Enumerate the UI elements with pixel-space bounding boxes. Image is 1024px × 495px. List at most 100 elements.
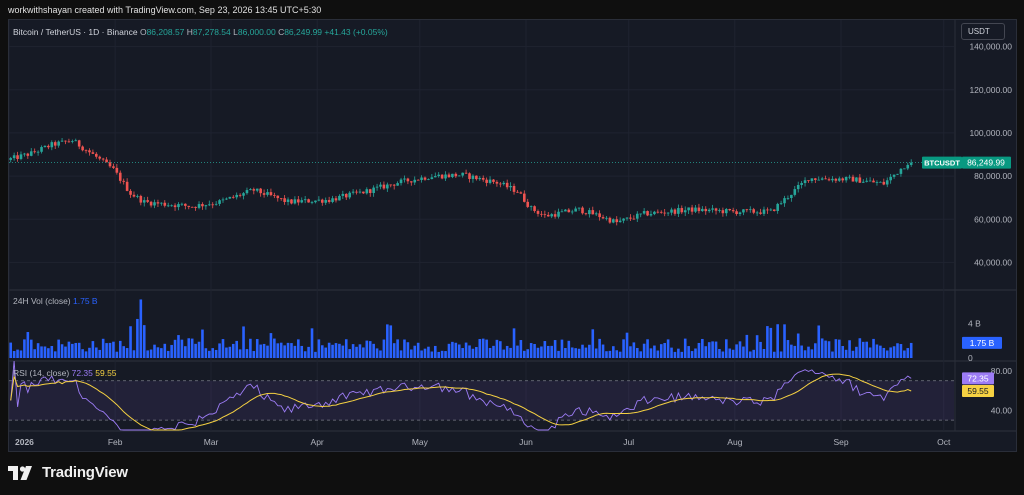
volume-bar [447,343,451,358]
volume-bar [300,345,304,358]
candle-body [858,177,862,183]
volume-bar [129,326,132,358]
candle-body [136,195,139,197]
candle-body [793,189,797,195]
tradingview-logo[interactable]: TradingView [8,464,128,481]
candle-body [687,207,690,211]
candle-body [139,195,143,203]
volume-bar [338,343,341,358]
volume-bar [851,350,855,358]
candle-body [118,172,122,181]
candle-body [12,155,16,159]
volume-bar [67,341,71,358]
candle-body [36,151,40,153]
chart-container[interactable]: 2026 Feb Mar Apr May Jun Jul Aug Sep Oct 140,000.0… [8,19,1017,452]
candle-body [776,203,779,211]
candle-body [814,178,817,180]
volume-bar [677,348,680,358]
price-axis-label: 40,000.00 [974,257,1012,267]
candle-body [331,198,334,202]
volume-bar [231,343,235,358]
candle-body [909,162,913,165]
candle-body [701,208,704,212]
volume-bar [324,347,328,358]
volume-bar [310,328,314,358]
candle-body [457,175,461,177]
volume-bar [184,346,187,358]
currency-button[interactable]: USDT [961,23,1005,40]
candle-body [149,201,153,206]
volume-bar [190,338,194,358]
volume-bar [550,345,553,358]
volume-bar [622,339,625,358]
volume-bar [666,339,670,358]
volume-bar [742,346,745,358]
candle-body [310,202,314,203]
volume-bar [882,347,886,358]
volume-bar [358,344,362,358]
candle-body [499,183,502,185]
close-value: 86,249.99 [284,27,323,37]
candle-body [841,178,845,181]
candle-body [67,141,71,143]
volume-bar [516,345,519,358]
candle-body [221,199,225,201]
volume-bar [646,339,649,358]
candle-body [197,204,201,208]
candle-body [88,150,91,153]
candle-body [399,179,403,184]
volume-bar [112,341,115,358]
candle-body [656,211,660,213]
volume-bar [522,350,526,358]
volume-bar [865,341,868,358]
volume-bar [495,339,499,358]
volume-bar [793,345,797,358]
volume-bar [635,347,639,358]
volume-bar [546,345,550,358]
volume-bar [43,346,47,358]
candle-body [266,192,269,195]
volume-bar [430,351,434,358]
volume-last-tag-bg [962,336,1002,349]
volume-bar [341,345,345,358]
candle-body [824,178,827,180]
volume-bar [136,318,139,358]
candle-body [629,217,632,219]
axis-layer: 2026 Feb Mar Apr May Jun Jul Aug Sep Oct 140,000.0… [15,42,1012,447]
volume-bar [906,348,910,358]
rsi-last-tag-bg [962,372,994,385]
candle-body [293,199,297,204]
candle-body [485,179,488,183]
volume-bar [437,351,441,358]
volume-bar [485,339,488,358]
candle-body [540,213,543,215]
candle-body [231,196,235,198]
volume-bar [266,345,269,358]
volume-bar [420,350,423,358]
candle-body [194,206,197,208]
brand-name: TradingView [42,464,128,481]
candle-body [153,202,156,206]
volume-bar [416,342,420,358]
candle-body [584,213,588,215]
volume-bar [663,342,666,358]
candle-body [831,178,834,181]
candle-body [502,182,506,185]
candle-body [259,188,262,194]
candle-body [769,209,773,211]
volume-bar [625,332,629,358]
candle-body [745,209,749,211]
chart-canvas[interactable]: 2026 Feb Mar Apr May Jun Jul Aug Sep Oct 140,000.0… [9,20,1017,452]
candle-body [81,146,84,151]
candle-body [348,192,351,198]
last-price-tag-bg [962,156,1011,169]
candle-body [704,208,708,212]
volume-bar [718,348,721,358]
volume-bar [748,351,752,358]
candle-body [317,199,321,201]
volume-bar [12,351,16,358]
volume-bar [160,348,163,358]
volume-bar [440,350,444,358]
time-axis-label: May [412,437,429,447]
candle-body [180,203,184,205]
